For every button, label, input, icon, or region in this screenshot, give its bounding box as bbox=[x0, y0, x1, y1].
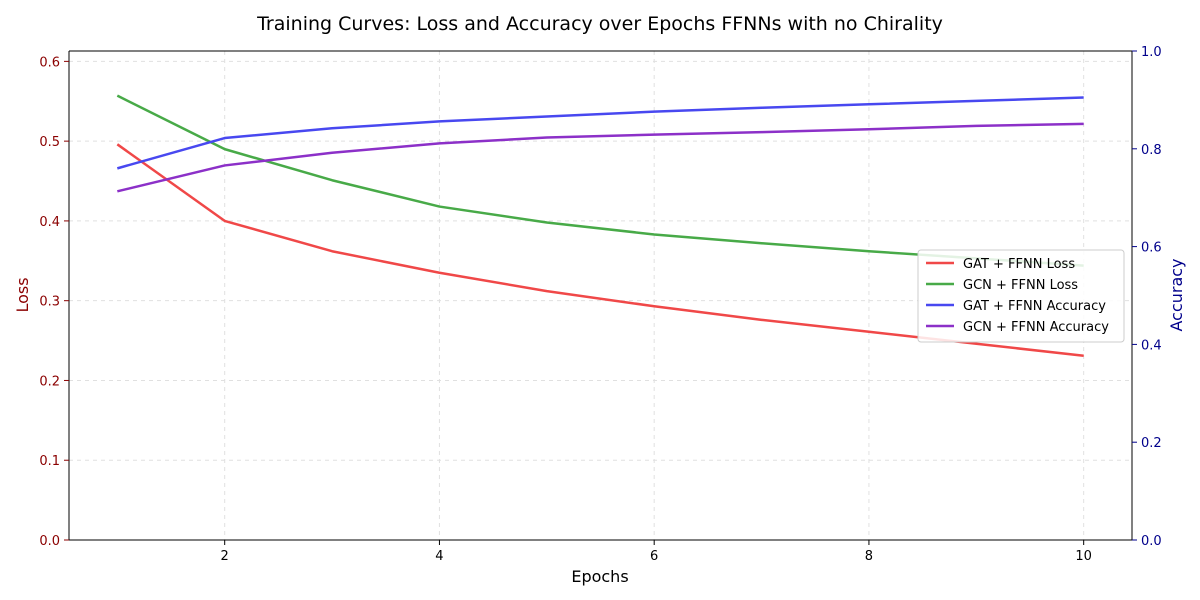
right-y-tick-label: 0.8 bbox=[1141, 143, 1162, 158]
x-tick-label: 8 bbox=[865, 549, 873, 564]
series-layer bbox=[116, 94, 1084, 357]
right-y-tick-label: 0.6 bbox=[1141, 241, 1162, 256]
legend-label: GAT + FFNN Accuracy bbox=[963, 299, 1106, 314]
left-y-tick-label: 0.4 bbox=[39, 215, 60, 230]
series-line bbox=[117, 122, 1084, 193]
right-y-axis-title: Accuracy bbox=[1167, 258, 1186, 331]
chart-title: Training Curves: Loss and Accuracy over … bbox=[256, 13, 943, 35]
right-y-tick-label: 0.0 bbox=[1141, 534, 1162, 549]
axes-layer bbox=[68, 50, 1133, 541]
legend-box bbox=[917, 249, 1125, 343]
left-y-tick-label: 0.5 bbox=[39, 135, 60, 150]
x-tick-label: 4 bbox=[435, 549, 443, 564]
x-axis-title: Epochs bbox=[571, 567, 628, 586]
series-line bbox=[116, 96, 1084, 170]
legend-label: GAT + FFNN Loss bbox=[963, 257, 1075, 272]
right-y-tick-label: 0.4 bbox=[1141, 338, 1162, 353]
left-y-tick-label: 0.1 bbox=[39, 454, 60, 469]
left-y-tick-label: 0.3 bbox=[39, 295, 60, 310]
right-y-tick-label: 0.2 bbox=[1141, 436, 1162, 451]
right-y-tick-label: 1.0 bbox=[1141, 45, 1162, 60]
series-line bbox=[116, 94, 1084, 267]
x-tick-label: 6 bbox=[650, 549, 658, 564]
legend-label: GCN + FFNN Loss bbox=[963, 278, 1078, 293]
x-tick-label: 10 bbox=[1075, 549, 1092, 564]
legend: GAT + FFNN Loss GCN + FFNN Loss GAT + FFNN… bbox=[917, 249, 1125, 343]
left-y-tick-label: 0.2 bbox=[39, 374, 60, 389]
left-y-tick-label: 0.0 bbox=[39, 534, 60, 549]
x-tick-label: 2 bbox=[221, 549, 229, 564]
legend-label: GCN + FFNN Accuracy bbox=[963, 320, 1109, 335]
ticks-layer: 2 4 6 8 10 0.0 0.1 0.2 0.3 0.4 0.5 0.6 0.0 0.2 0.4 0.6 0… bbox=[39, 45, 1161, 564]
left-y-axis-title: Loss bbox=[13, 277, 32, 312]
left-y-tick-label: 0.6 bbox=[39, 55, 60, 70]
